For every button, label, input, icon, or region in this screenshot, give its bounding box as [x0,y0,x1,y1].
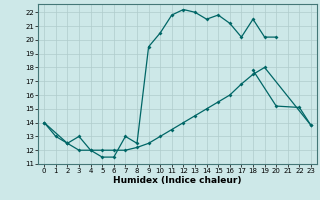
X-axis label: Humidex (Indice chaleur): Humidex (Indice chaleur) [113,176,242,185]
